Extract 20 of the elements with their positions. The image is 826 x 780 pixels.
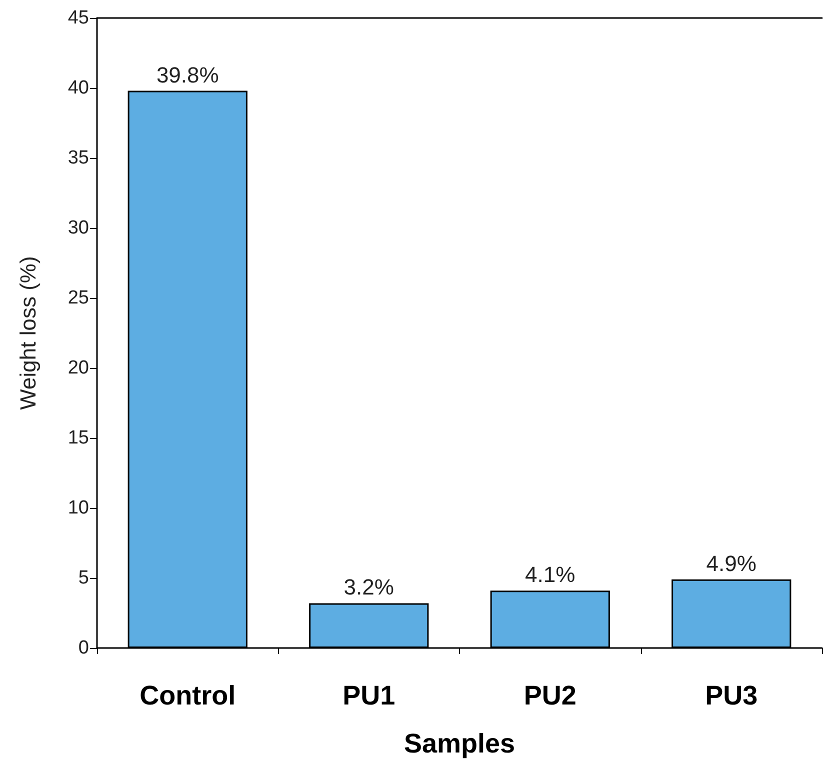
y-tick-label: 25 [68, 288, 89, 308]
y-tick-label: 35 [68, 148, 89, 168]
data-label: 4.1% [525, 562, 576, 588]
x-tick-label: PU2 [524, 680, 576, 710]
y-axis-title: Weight loss (%) [16, 256, 40, 410]
y-tick-label: 45 [68, 8, 89, 28]
y-tick-label: 30 [68, 218, 89, 238]
y-tick-label: 5 [78, 568, 89, 588]
x-tick-label: PU1 [342, 680, 396, 710]
x-tick-label: Control [140, 680, 236, 710]
data-label: 39.8% [156, 62, 219, 88]
data-label: 4.9% [706, 550, 756, 576]
x-axis-title: Samples [404, 728, 516, 758]
y-tick-label: 40 [68, 78, 89, 98]
y-tick-label: 10 [68, 498, 89, 518]
y-tick-label: 20 [68, 358, 89, 378]
y-tick-label: 0 [78, 638, 89, 658]
data-label: 3.2% [344, 574, 394, 600]
x-tick-label: PU3 [705, 680, 758, 710]
y-tick-label: 15 [68, 428, 89, 448]
